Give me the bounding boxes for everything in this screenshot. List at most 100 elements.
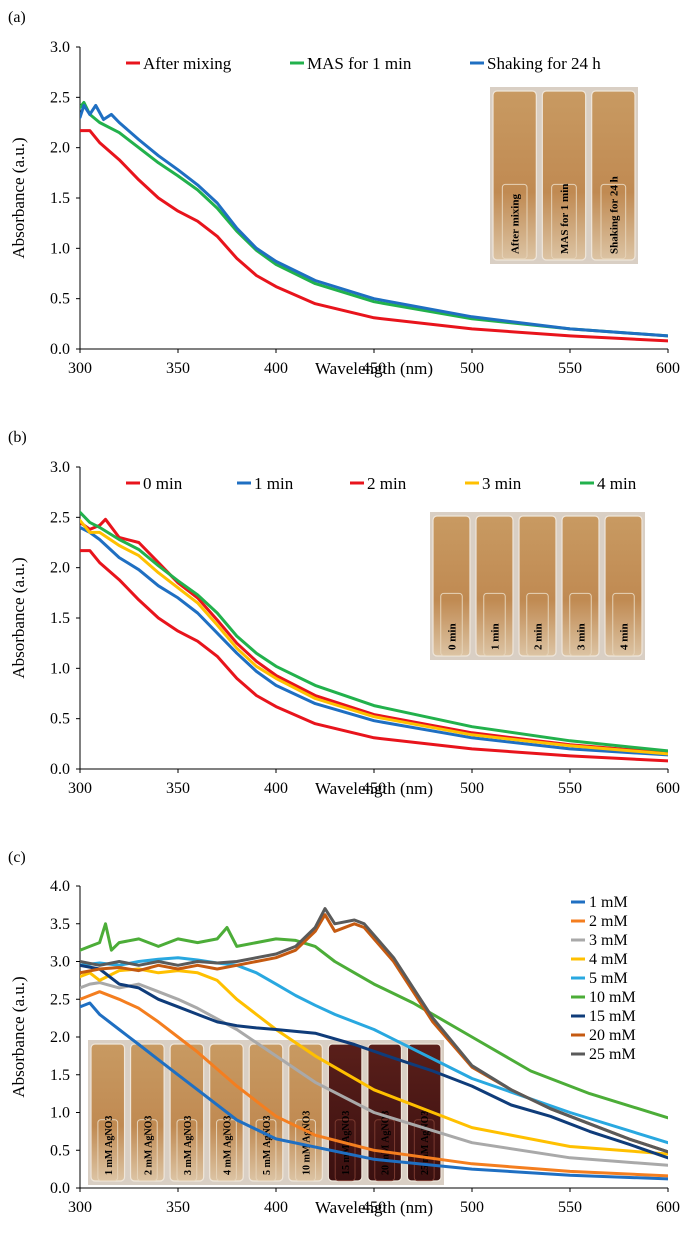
vial-tip bbox=[440, 592, 463, 657]
x-tick-label: 550 bbox=[558, 1199, 582, 1216]
vial-tip bbox=[569, 592, 592, 657]
y-tick-label: 3.5 bbox=[50, 916, 70, 933]
vial-tip bbox=[612, 592, 635, 657]
legend-entry: 3 mM bbox=[589, 932, 628, 949]
y-tick-label: 3.0 bbox=[50, 39, 70, 56]
x-tick-label: 600 bbox=[656, 1199, 680, 1216]
vial bbox=[492, 90, 537, 261]
y-tick-label: 1.0 bbox=[50, 1105, 70, 1122]
vial-label: After mixing bbox=[510, 194, 522, 254]
x-tick-label: 450 bbox=[362, 1199, 386, 1216]
vial bbox=[541, 90, 587, 261]
y-tick-label: 0.0 bbox=[50, 1180, 70, 1197]
legend-entry: MAS for 1 min bbox=[307, 54, 412, 73]
legend-entry: 1 min bbox=[254, 474, 294, 493]
y-tick-label: 1.0 bbox=[50, 240, 70, 257]
y-tick-label: 2.0 bbox=[50, 560, 70, 577]
x-tick-label: 350 bbox=[166, 360, 190, 377]
panel-label: (c) bbox=[8, 849, 26, 866]
vial-tip bbox=[501, 183, 528, 260]
panel-0: (a) 0.0 0.5 1.0 1.5 2.0 2.5 3.0 300 350 400 450 500 5… bbox=[8, 9, 680, 378]
y-tick-label: 0.0 bbox=[50, 761, 70, 778]
y-tick-label: 0.0 bbox=[50, 341, 70, 358]
legend-entry: After mixing bbox=[143, 54, 232, 73]
x-tick-label: 400 bbox=[264, 1199, 288, 1216]
legend: After mixing MAS for 1 min Shaking for 24 … bbox=[126, 54, 601, 73]
vial-label: 1 mM AgNO3 bbox=[104, 1116, 115, 1175]
legend-entry: 20 mM bbox=[589, 1027, 636, 1044]
legend-entry: 4 mM bbox=[589, 951, 628, 968]
y-tick-label: 2.5 bbox=[50, 509, 70, 526]
y-tick-label: 0.5 bbox=[50, 711, 70, 728]
y-tick-label: 2.5 bbox=[50, 89, 70, 106]
legend-entry: 3 min bbox=[482, 474, 522, 493]
vial-tip bbox=[255, 1119, 277, 1182]
vial-label: 25 mM AgNO3 bbox=[420, 1111, 431, 1175]
legend-entry: 2 min bbox=[367, 474, 407, 493]
vial-photo: 1 mM AgNO3 2 mM AgNO3 3 mM AgNO3 4 mM AgNO3… bbox=[88, 1040, 444, 1185]
series-line-4-mM bbox=[80, 967, 668, 1156]
y-tick-label: 0.5 bbox=[50, 1142, 70, 1159]
legend-entry: Shaking for 24 h bbox=[487, 54, 601, 73]
vial-tip bbox=[136, 1119, 158, 1182]
panel-label: (a) bbox=[8, 9, 26, 26]
series-line-5-mM bbox=[80, 956, 668, 1145]
legend-entry: 4 min bbox=[597, 474, 637, 493]
x-tick-label: 450 bbox=[362, 360, 386, 377]
series-line-Shaking-for-24-h bbox=[80, 103, 668, 338]
series-line-After-mixing bbox=[80, 129, 668, 343]
y-tick-label: 1.5 bbox=[50, 610, 70, 627]
vial-label: 2 mM AgNO3 bbox=[143, 1116, 154, 1175]
x-tick-label: 500 bbox=[460, 360, 484, 377]
x-axis-label: Wavelength (nm) bbox=[315, 359, 433, 378]
panel-2: (c) 0.0 0.5 1.0 1.5 2.0 2.5 3.0 3.5 4.0 300 350 400 4… bbox=[8, 849, 680, 1217]
vial-label: 4 min bbox=[619, 623, 631, 650]
x-tick-label: 300 bbox=[68, 1199, 92, 1216]
x-tick-label: 500 bbox=[460, 780, 484, 797]
y-axis-label: Absorbance (a.u.) bbox=[9, 137, 28, 258]
vial-label: 3 mM AgNO3 bbox=[183, 1116, 194, 1175]
series-line-MAS-for-1-min bbox=[80, 100, 668, 338]
vial-photo: After mixing MAS for 1 min Shaking for 24 … bbox=[490, 87, 638, 264]
y-tick-label: 3.0 bbox=[50, 459, 70, 476]
x-tick-label: 450 bbox=[362, 780, 386, 797]
vial-label: 10 mM AgNO3 bbox=[302, 1111, 313, 1175]
legend-entry: 15 mM bbox=[589, 1008, 636, 1025]
vial-tip bbox=[176, 1119, 198, 1182]
vial-label: 3 min bbox=[576, 623, 588, 650]
legend: 0 min 1 min 2 min 3 min 4 min bbox=[126, 474, 637, 493]
vial-tip bbox=[526, 592, 549, 657]
legend-entry: 2 mM bbox=[589, 913, 628, 930]
legend-entry: 25 mM bbox=[589, 1046, 636, 1063]
y-tick-label: 2.0 bbox=[50, 1029, 70, 1046]
y-tick-label: 4.0 bbox=[50, 878, 70, 895]
y-tick-label: 1.5 bbox=[50, 190, 70, 207]
series-line-3-mM bbox=[80, 981, 668, 1167]
vial-label: 5 mM AgNO3 bbox=[262, 1116, 273, 1175]
y-tick-label: 1.5 bbox=[50, 1067, 70, 1084]
y-axis-label: Absorbance (a.u.) bbox=[9, 976, 28, 1097]
vial-tip bbox=[295, 1119, 316, 1182]
legend-entry: 1 mM bbox=[589, 894, 628, 911]
series-line-15-mM bbox=[80, 963, 668, 1160]
legend: 1 mM 2 mM 3 mM 4 mM 5 mM 10 mM 15 mM 20 mM 25 mM bbox=[571, 894, 636, 1063]
vial-tip bbox=[413, 1119, 435, 1182]
legend-entry: 10 mM bbox=[589, 989, 636, 1006]
series-line-0-min bbox=[80, 549, 668, 763]
legend-entry: 0 min bbox=[143, 474, 183, 493]
vial-label: 1 min bbox=[490, 623, 502, 650]
x-tick-label: 300 bbox=[68, 780, 92, 797]
y-tick-label: 3.0 bbox=[50, 954, 70, 971]
series-line-4-min bbox=[80, 510, 668, 753]
vial-tip bbox=[551, 183, 577, 260]
legend-entry: 5 mM bbox=[589, 970, 628, 987]
vial-tip bbox=[600, 183, 627, 260]
series-line-10-mM bbox=[80, 922, 668, 1120]
y-tick-label: 2.5 bbox=[50, 991, 70, 1008]
series-line-2-min bbox=[80, 517, 668, 755]
x-tick-label: 350 bbox=[166, 1199, 190, 1216]
x-tick-label: 350 bbox=[166, 780, 190, 797]
series-line-1-mM bbox=[80, 1001, 668, 1181]
x-tick-label: 300 bbox=[68, 360, 92, 377]
